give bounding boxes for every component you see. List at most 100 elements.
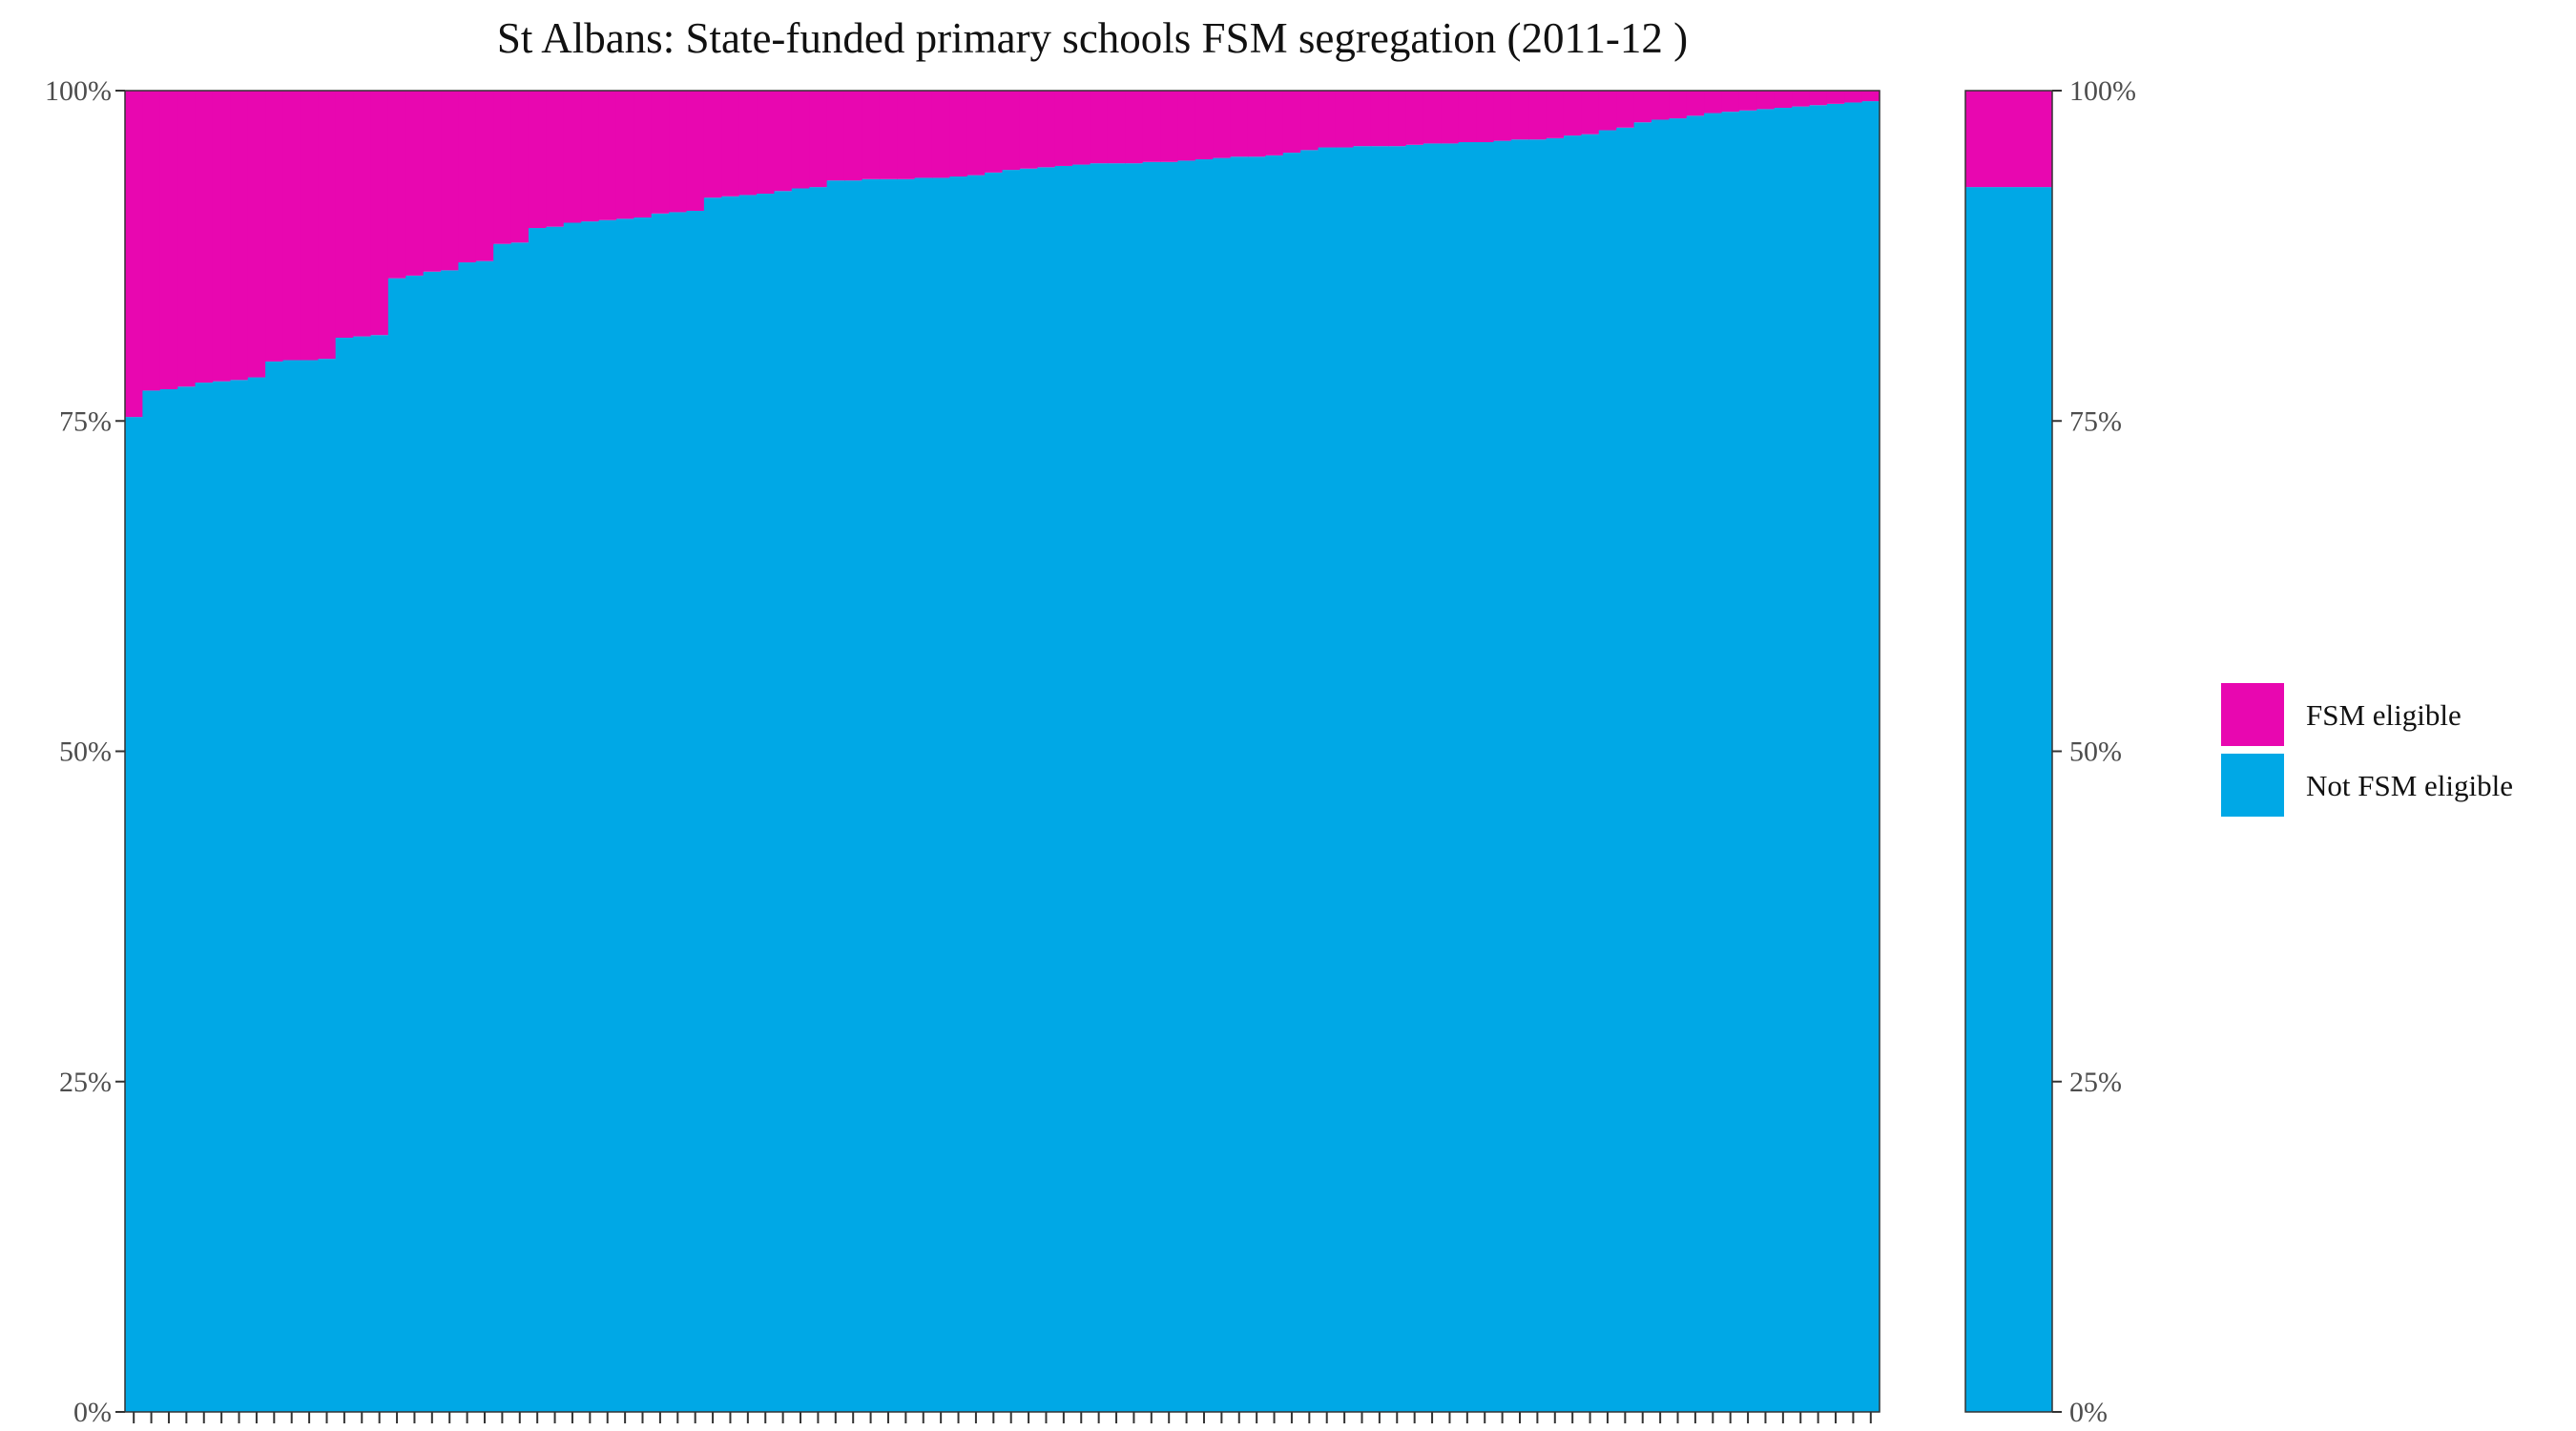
bar-fsm-eligible-school-68 [1300, 91, 1319, 151]
bar-fsm-eligible-school-34 [703, 91, 722, 198]
bar-fsm-eligible-school-42 [843, 91, 862, 181]
bar-fsm-eligible-school-11 [300, 91, 319, 361]
bar-not-fsm-eligible-school-22 [493, 243, 512, 1412]
bar-fsm-eligible-school-15 [370, 91, 389, 336]
bar-fsm-eligible-school-52 [1019, 91, 1038, 169]
bar-not-fsm-eligible-school-14 [353, 336, 372, 1412]
bar-fsm-eligible-school-36 [738, 91, 758, 196]
bar-not-fsm-eligible-school-34 [703, 197, 722, 1413]
bar-fsm-eligible-school-48 [949, 91, 968, 177]
bar-not-fsm-eligible-school-33 [686, 211, 705, 1412]
bar-not-fsm-eligible-school-43 [862, 178, 881, 1412]
bar-not-fsm-eligible-school-29 [615, 218, 634, 1413]
bar-not-fsm-eligible-school-93 [1738, 110, 1757, 1412]
bar-not-fsm-eligible-school-45 [897, 178, 916, 1412]
bar-fsm-eligible-school-26 [563, 91, 582, 223]
bar-fsm-eligible-school-8 [247, 91, 266, 378]
bar-not-fsm-eligible-school-21 [475, 260, 494, 1412]
bar-not-fsm-eligible-school-65 [1247, 156, 1266, 1412]
bar-not-fsm-eligible-school-87 [1633, 122, 1652, 1413]
bar-fsm-eligible-school-91 [1704, 91, 1723, 114]
bar-fsm-eligible-school-67 [1282, 91, 1301, 154]
bar-fsm-eligible-school-24 [528, 91, 547, 229]
bar-fsm-eligible-school-86 [1616, 91, 1635, 128]
bar-not-fsm-eligible-school-11 [300, 360, 319, 1412]
bar-fsm-eligible-school-6 [212, 91, 231, 382]
bar-fsm-eligible-school-47 [931, 91, 950, 178]
bar-fsm-eligible-school-12 [318, 91, 337, 360]
bar-not-fsm-eligible-school-26 [563, 222, 582, 1412]
chart-title: St Albans: State-funded primary schools … [497, 14, 1688, 62]
bar-fsm-eligible-school-31 [651, 91, 670, 214]
bar-fsm-eligible-school-32 [669, 91, 688, 213]
bar-not-fsm-eligible-school-83 [1563, 135, 1582, 1413]
bar-not-fsm-eligible-school-24 [528, 228, 547, 1412]
bar-fsm-eligible-school-66 [1265, 91, 1284, 156]
bar-fsm-eligible-school-62 [1195, 91, 1214, 160]
bar-fsm-eligible-school-30 [634, 91, 653, 218]
bar-not-fsm-eligible-school-67 [1282, 153, 1301, 1413]
bar-fsm-eligible-school-7 [230, 91, 249, 381]
bar-not-fsm-eligible-school-71 [1353, 146, 1372, 1412]
bar-not-fsm-eligible-school-48 [949, 176, 968, 1412]
bar-fsm-eligible-school-95 [1774, 91, 1793, 109]
bar-fsm-eligible-school-87 [1633, 91, 1652, 123]
bar-not-fsm-eligible-school-59 [1142, 161, 1161, 1412]
bar-fsm-eligible-school-1 [125, 91, 143, 418]
bar-not-fsm-eligible-overall [1965, 187, 2052, 1413]
bar-not-fsm-eligible-school-63 [1213, 157, 1232, 1412]
bar-fsm-eligible-school-43 [862, 91, 881, 179]
legend-label-fsm-eligible: FSM eligible [2306, 698, 2462, 732]
legend-swatch-fsm-eligible [2221, 683, 2284, 746]
bar-not-fsm-eligible-school-7 [230, 380, 249, 1412]
bar-fsm-eligible-school-49 [966, 91, 986, 176]
bar-not-fsm-eligible-school-27 [581, 221, 600, 1412]
bar-not-fsm-eligible-school-58 [1125, 163, 1144, 1412]
bar-fsm-eligible-school-92 [1721, 91, 1740, 113]
y-tick-label-left-50: 50% [59, 736, 112, 768]
overall-panel [1964, 90, 2053, 1413]
bar-fsm-eligible-school-61 [1177, 91, 1196, 161]
bar-fsm-eligible-school-63 [1213, 91, 1232, 158]
bar-fsm-eligible-school-82 [1546, 91, 1565, 138]
bar-fsm-eligible-school-37 [757, 91, 776, 195]
bar-fsm-eligible-school-94 [1756, 91, 1776, 110]
bar-fsm-eligible-school-44 [879, 91, 898, 179]
bar-fsm-eligible-school-93 [1738, 91, 1757, 111]
bar-fsm-eligible-school-21 [475, 91, 494, 261]
bar-not-fsm-eligible-school-40 [809, 187, 828, 1413]
bar-not-fsm-eligible-school-61 [1177, 160, 1196, 1412]
bar-not-fsm-eligible-school-20 [458, 262, 477, 1412]
y-tick-label-left-0: 0% [73, 1397, 112, 1428]
bar-not-fsm-eligible-school-6 [212, 381, 231, 1413]
bar-fsm-eligible-school-45 [897, 91, 916, 179]
bar-not-fsm-eligible-school-4 [177, 386, 197, 1412]
bar-fsm-eligible-school-56 [1090, 91, 1109, 164]
bar-not-fsm-eligible-school-100 [1861, 101, 1880, 1413]
bar-not-fsm-eligible-school-99 [1844, 102, 1863, 1413]
bar-fsm-eligible-school-2 [142, 91, 161, 391]
bar-fsm-eligible-school-100 [1861, 91, 1880, 102]
bar-not-fsm-eligible-school-36 [738, 195, 758, 1412]
bar-fsm-eligible-school-10 [282, 91, 301, 361]
bar-not-fsm-eligible-school-60 [1160, 161, 1178, 1412]
legend-label-not-fsm-eligible: Not FSM eligible [2306, 769, 2513, 802]
bar-not-fsm-eligible-school-12 [318, 359, 337, 1412]
bar-not-fsm-eligible-school-92 [1721, 112, 1740, 1412]
bar-not-fsm-eligible-school-64 [1230, 156, 1249, 1412]
bar-not-fsm-eligible-school-3 [159, 389, 178, 1412]
bar-not-fsm-eligible-school-8 [247, 377, 266, 1412]
y-tick-label-right-25: 25% [2069, 1067, 2122, 1098]
bar-not-fsm-eligible-school-57 [1107, 163, 1126, 1412]
bar-not-fsm-eligible-school-37 [757, 194, 776, 1412]
bar-fsm-eligible-school-25 [546, 91, 565, 227]
bar-fsm-eligible-school-5 [195, 91, 214, 384]
bar-fsm-eligible-school-76 [1441, 91, 1460, 144]
bar-fsm-eligible-school-35 [721, 91, 740, 197]
bar-fsm-eligible-school-71 [1353, 91, 1372, 147]
bar-not-fsm-eligible-school-35 [721, 196, 740, 1412]
bar-fsm-eligible-school-84 [1581, 91, 1600, 135]
bar-fsm-eligible-school-13 [335, 91, 354, 338]
bar-not-fsm-eligible-school-13 [335, 338, 354, 1412]
bar-not-fsm-eligible-school-70 [1335, 147, 1354, 1412]
